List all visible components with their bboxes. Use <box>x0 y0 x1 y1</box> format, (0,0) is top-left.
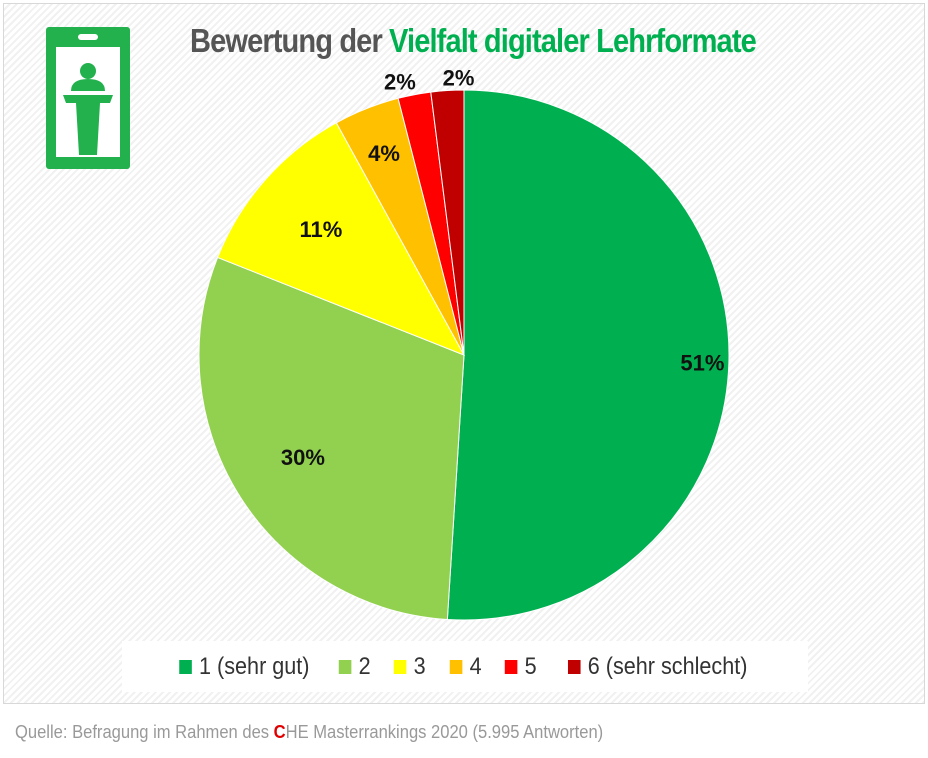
lectern-speaker-icon <box>46 27 130 169</box>
pie-slice-2 <box>198 256 465 621</box>
legend-label: 4 <box>469 652 482 680</box>
legend-item-4: 4 <box>449 653 481 681</box>
source-c-logo: C <box>273 722 286 742</box>
data-label-2: 30% <box>281 445 325 470</box>
legend-label: 5 <box>524 652 537 680</box>
legend-item-1: 1 (sehr gut) <box>179 652 310 681</box>
source-note: Quelle: Befragung im Rahmen des CHE Mast… <box>15 722 603 743</box>
legend-label: 6 (sehr schlecht) <box>588 652 748 680</box>
legend-item-5: 5 <box>504 652 537 681</box>
data-label-3: 11% <box>299 217 342 242</box>
legend-swatch <box>394 659 407 674</box>
pie-slice-3 <box>216 122 466 356</box>
data-label-4: 4% <box>368 141 400 166</box>
data-label-1: 51% <box>680 350 724 375</box>
pie-chart: 51% 30% 11% 4% 2% 2% <box>198 65 730 621</box>
chart-title: Bewertung der Vielfalt digitaler Lehrfor… <box>190 22 757 60</box>
legend-swatch <box>568 659 581 674</box>
title-highlight: Vielfalt digitaler Lehrformate <box>389 22 757 59</box>
pie-slice-6 <box>430 89 465 356</box>
legend-label: 2 <box>358 652 371 680</box>
title-prefix: Bewertung der <box>190 22 390 59</box>
legend-swatch <box>179 659 193 674</box>
legend-item-3: 3 <box>394 653 426 681</box>
legend-swatch <box>338 659 352 674</box>
legend-label: 3 <box>413 652 426 680</box>
source-suffix: HE Masterrankings 2020 (5.995 Antworten) <box>285 722 604 742</box>
legend: 1 (sehr gut) 2 3 4 5 6 (sehr schlecht) <box>122 641 808 692</box>
legend-item-2: 2 <box>338 652 371 681</box>
data-label-6: 2% <box>443 65 475 90</box>
pie-slice-1 <box>446 89 730 621</box>
legend-swatch <box>449 659 463 674</box>
legend-swatch <box>504 659 518 674</box>
legend-item-6: 6 (sehr schlecht) <box>568 652 748 681</box>
data-label-5: 2% <box>384 70 416 95</box>
legend-label: 1 (sehr gut) <box>199 652 310 680</box>
source-prefix: Quelle: Befragung im Rahmen des <box>15 722 274 742</box>
